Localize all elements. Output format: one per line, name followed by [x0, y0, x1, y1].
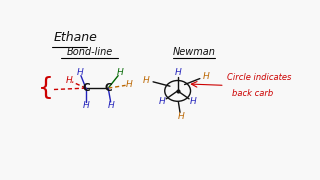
Text: H: H	[66, 76, 72, 85]
Text: H: H	[203, 72, 209, 81]
Text: H: H	[83, 101, 89, 110]
Text: Newman: Newman	[172, 47, 215, 57]
Text: C: C	[104, 83, 112, 93]
Text: H: H	[143, 76, 150, 85]
Text: Bond-line: Bond-line	[67, 47, 113, 57]
Text: H: H	[117, 68, 124, 77]
Text: C: C	[82, 83, 90, 93]
Text: Circle indicates: Circle indicates	[227, 73, 292, 82]
Text: back carb: back carb	[232, 89, 274, 98]
Text: Ethane: Ethane	[54, 31, 98, 44]
Text: H: H	[77, 68, 84, 77]
Text: H: H	[159, 97, 166, 106]
Text: H: H	[174, 68, 181, 77]
Text: {: {	[38, 76, 54, 100]
Text: H: H	[177, 112, 184, 121]
Text: H: H	[189, 97, 196, 106]
Text: H: H	[108, 101, 115, 110]
Text: H: H	[126, 80, 133, 89]
